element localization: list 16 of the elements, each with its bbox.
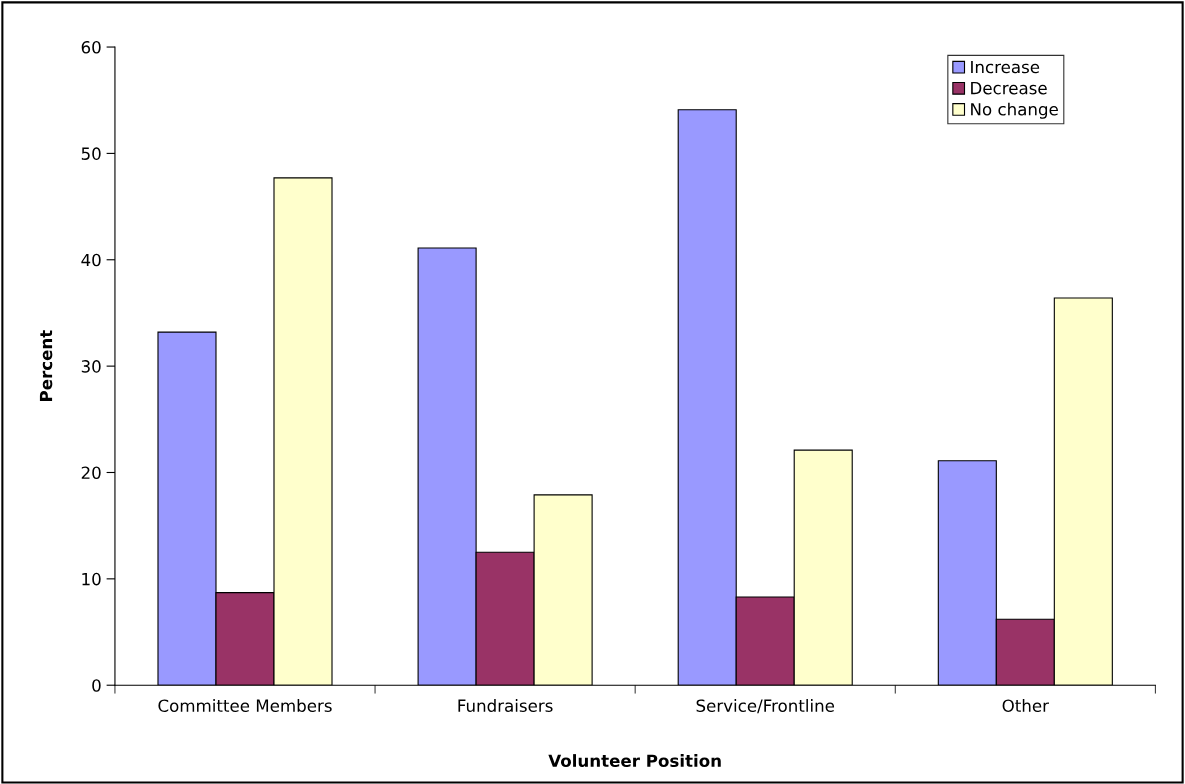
legend-label: No change	[971, 102, 1058, 119]
y-tick-label: 10	[82, 572, 101, 586]
legend-label: Decrease	[971, 82, 1047, 95]
x-tick-label: Committee Members	[158, 699, 332, 713]
x-tick-label: Service/Frontline	[696, 699, 835, 714]
y-tick-label: 40	[81, 253, 101, 267]
x-tick-label: Other	[1002, 699, 1049, 713]
y-tick-label: 30	[81, 360, 101, 373]
y-tick-label: 0	[92, 679, 101, 692]
y-tick-label: 60	[81, 41, 101, 54]
x-axis-title: Volunteer Position	[548, 754, 721, 768]
y-tick-label: 50	[81, 147, 101, 160]
x-tick-label: Fundraisers	[458, 699, 553, 713]
y-tick-label: 20	[81, 466, 101, 480]
y-axis-title: Percent	[39, 330, 53, 401]
legend-label: Increase	[971, 60, 1040, 74]
